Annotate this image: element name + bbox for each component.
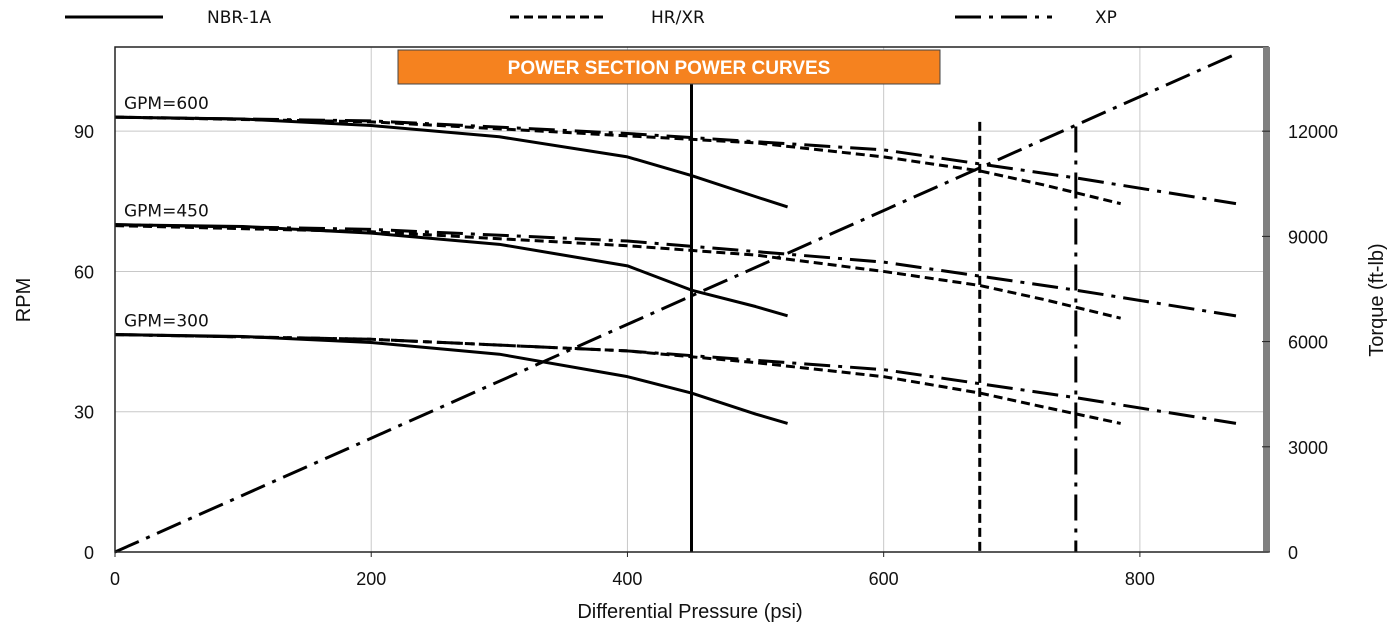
y2-tick-label: 6000 — [1288, 333, 1328, 353]
rpm-curve-short-dash-3 — [114, 115, 1122, 206]
y2-axis-title: Torque (ft-lb) — [1366, 243, 1388, 356]
chart-title-background — [397, 49, 941, 85]
gpm-label: GPM=450 — [124, 202, 209, 222]
y2-tick-label: 3000 — [1288, 438, 1328, 458]
y-axis-title: RPM — [13, 278, 35, 322]
gpm-labels: GPM=600 GPM=450 GPM=300 — [124, 94, 209, 331]
y-tick-label: 0 — [84, 543, 94, 563]
rpm-curve-solid-0 — [114, 115, 789, 209]
rpm-curve-solid-1 — [114, 223, 789, 318]
rpm-curve-solid-2 — [114, 333, 789, 425]
right-axis-bar — [1263, 47, 1270, 552]
x-axis-title: Differential Pressure (psi) — [577, 601, 802, 623]
legend-label-xp: XP — [1095, 8, 1117, 28]
legend-label-hr-xr: HR/XR — [651, 8, 705, 28]
chart-title: POWER SECTION POWER CURVES — [508, 58, 831, 79]
x-tick-label: 0 — [110, 569, 120, 589]
tick-labels: 0 200 400 600 800 0 30 60 90 0 3000 6000 9000 12000 — [74, 122, 1338, 589]
series-layer — [114, 52, 1237, 554]
legend: NBR-1A HR/XR XP — [65, 8, 1117, 28]
x-tick-label: 600 — [869, 569, 899, 589]
x-tick-label: 800 — [1125, 569, 1155, 589]
legend-label-nbr-1a: NBR-1A — [207, 8, 271, 28]
y2-tick-label: 0 — [1288, 543, 1298, 563]
chart-title-box: POWER SECTION POWER CURVES — [397, 49, 941, 85]
rpm-curve-long-dash-dot-7 — [114, 223, 1237, 318]
gpm-label: GPM=300 — [124, 312, 209, 332]
y-tick-label: 60 — [74, 262, 94, 282]
y2-tick-label: 12000 — [1288, 122, 1338, 142]
gpm-label: GPM=600 — [124, 94, 209, 114]
y-tick-label: 30 — [74, 403, 94, 423]
rpm-curve-short-dash-4 — [114, 224, 1122, 320]
x-tick-label: 400 — [612, 569, 642, 589]
rpm-curve-long-dash-dot-6 — [114, 115, 1237, 206]
torque-line — [114, 52, 1237, 554]
rpm-curve-long-dash-dot-8 — [114, 333, 1237, 425]
y-tick-label: 90 — [74, 122, 94, 142]
x-tick-label: 200 — [356, 569, 386, 589]
rpm-curve-short-dash-5 — [114, 333, 1121, 425]
y2-tick-label: 9000 — [1288, 227, 1328, 247]
